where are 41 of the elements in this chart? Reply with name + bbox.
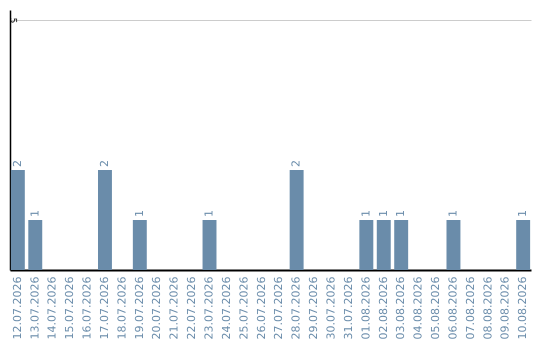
x-tick-label: 04.08.2026 — [412, 276, 425, 340]
x-tick-label: 28.07.2026 — [290, 276, 303, 340]
x-tick-label: 05.08.2026 — [429, 276, 442, 340]
x-tick-label: 23.07.2026 — [202, 276, 216, 340]
x-tick-label: 10.08.2026 — [516, 276, 530, 340]
data-label: 1 — [28, 210, 42, 217]
x-tick-label: 19.07.2026 — [132, 276, 146, 340]
x-tick-label: 29.07.2026 — [307, 276, 320, 340]
x-tick-label: 21.07.2026 — [168, 276, 181, 340]
x-tick-label: 30.07.2026 — [324, 276, 338, 340]
x-tick-label: 01.08.2026 — [359, 276, 372, 340]
x-tick-label: 18.07.2026 — [115, 276, 128, 340]
x-tick-label: 15.07.2026 — [63, 276, 76, 340]
data-label: 1 — [202, 210, 216, 217]
data-label: 1 — [376, 210, 390, 217]
x-tick-label: 22.07.2026 — [185, 276, 198, 340]
x-tick-label: 09.08.2026 — [498, 276, 512, 340]
data-label: 2 — [290, 160, 303, 167]
data-label: 2 — [98, 160, 111, 167]
x-tick-label: 14.07.2026 — [46, 276, 59, 340]
x-tick-label: 31.07.2026 — [342, 276, 355, 340]
x-tick-label: 16.07.2026 — [80, 276, 94, 340]
x-tick-label: 25.07.2026 — [237, 276, 250, 340]
x-tick-label: 24.07.2026 — [220, 276, 233, 340]
data-label: 1 — [132, 210, 146, 217]
data-label: 1 — [394, 210, 408, 217]
x-tick-label: 12.07.2026 — [10, 276, 24, 340]
x-tick-label: 07.08.2026 — [464, 276, 477, 340]
x-tick-label: 13.07.2026 — [28, 276, 42, 340]
data-label: 2 — [10, 160, 24, 167]
x-tick-label: 06.08.2026 — [446, 276, 460, 340]
x-tick-label: 08.08.2026 — [481, 276, 494, 340]
x-tick-label: 02.08.2026 — [376, 276, 390, 340]
x-tick-label: 20.07.2026 — [150, 276, 164, 340]
x-tick-label: 26.07.2026 — [254, 276, 268, 340]
x-tick-label: 27.07.2026 — [272, 276, 286, 340]
data-label: 1 — [516, 210, 530, 217]
x-tick-label: 17.07.2026 — [98, 276, 111, 340]
data-label: 1 — [446, 210, 460, 217]
data-label: 1 — [359, 210, 372, 217]
x-tick-label: 03.08.2026 — [394, 276, 408, 340]
